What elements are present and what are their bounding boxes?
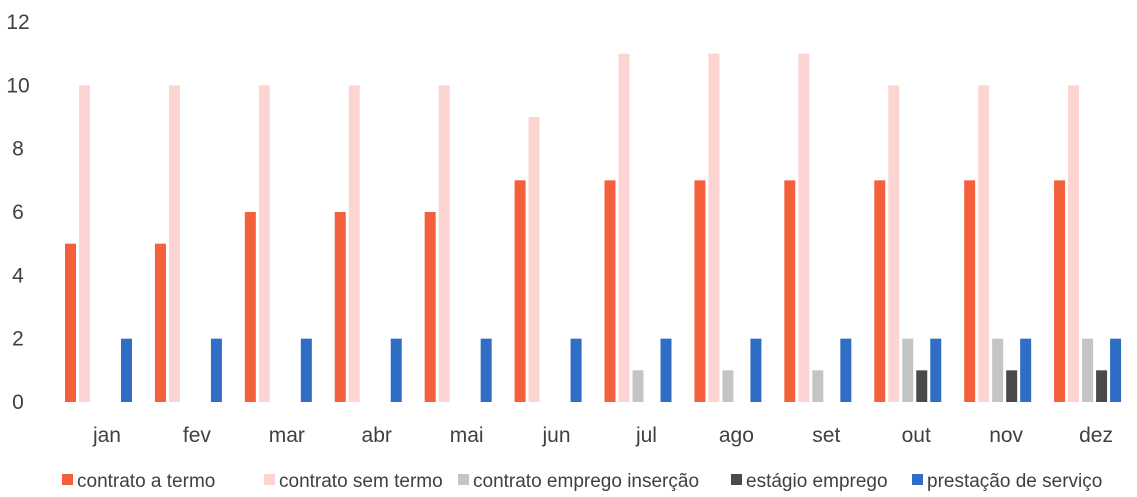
bar-dez-series-5 (1110, 338, 1122, 402)
bar-jun-series-1 (514, 180, 526, 402)
x-category-label: jun (542, 424, 571, 447)
bar-set-series-3 (812, 370, 824, 402)
bar-ago-series-3 (722, 370, 734, 402)
bar-dez-series-2 (1068, 85, 1080, 402)
bar-ago-series-2 (708, 53, 720, 403)
x-category-label: jan (92, 424, 121, 447)
bar-abr-series-5 (390, 338, 402, 402)
x-category-label: dez (1079, 424, 1113, 447)
bar-nov-series-4 (1006, 370, 1018, 402)
bar-abr-series-2 (348, 85, 360, 402)
bar-jan-series-2 (79, 85, 90, 402)
x-category-label: jul (635, 424, 657, 447)
x-category-label: ago (719, 424, 754, 447)
bar-jul-series-1 (604, 180, 616, 402)
legend-swatch (62, 474, 73, 485)
y-tick-label: 2 (12, 328, 24, 351)
bar-jan-series-1 (65, 243, 76, 402)
x-category-label: mar (269, 424, 305, 447)
bar-mar-series-2 (258, 85, 270, 402)
x-category-label: out (902, 424, 931, 447)
bars (65, 53, 1122, 403)
legend-swatch (731, 474, 742, 485)
bar-fev-series-1 (154, 243, 166, 402)
bar-fev-series-2 (168, 85, 180, 402)
bar-nov-series-3 (992, 338, 1004, 402)
bar-jul-series-2 (618, 53, 630, 403)
y-tick-label: 4 (12, 264, 24, 287)
bar-abr-series-1 (334, 212, 346, 402)
bar-jun-series-2 (528, 117, 540, 402)
bar-ago-series-5 (750, 338, 762, 402)
x-category-label: set (812, 424, 840, 447)
bar-out-series-3 (902, 338, 914, 402)
legend-swatch (912, 474, 923, 485)
bar-out-series-1 (874, 180, 886, 402)
legend: contrato a termo contrato sem termo contra… (62, 471, 1102, 492)
bar-dez-series-3 (1082, 338, 1094, 402)
bar-nov-series-1 (964, 180, 976, 402)
legend-label: contrato a termo (77, 471, 215, 492)
bar-mai-series-5 (480, 338, 492, 402)
y-axis: 0 2 4 6 8 10 12 (6, 11, 29, 414)
bar-set-series-2 (798, 53, 810, 403)
y-tick-label: 0 (12, 391, 24, 414)
bar-jan-series-5 (121, 338, 132, 402)
bar-nov-series-2 (978, 85, 990, 402)
x-category-label: abr (362, 424, 392, 447)
bar-dez-series-4 (1096, 370, 1108, 402)
bar-ago-series-1 (694, 180, 706, 402)
bar-jul-series-5 (660, 338, 672, 402)
legend-label: prestação de serviço (927, 471, 1102, 492)
legend-label: contrato emprego inserção (473, 471, 699, 492)
y-tick-label: 6 (12, 201, 24, 224)
bar-nov-series-5 (1020, 338, 1032, 402)
bar-mai-series-2 (438, 85, 450, 402)
x-category-label: fev (183, 424, 212, 447)
legend-swatch (264, 474, 275, 485)
bar-out-series-4 (916, 370, 928, 402)
bar-set-series-5 (840, 338, 852, 402)
bar-out-series-2 (888, 85, 900, 402)
bar-mar-series-5 (300, 338, 312, 402)
bar-dez-series-1 (1054, 180, 1066, 402)
bar-fev-series-5 (210, 338, 222, 402)
y-tick-label: 10 (6, 74, 29, 97)
x-category-label: nov (989, 424, 1023, 447)
x-axis: jan fev mar abr mai jun jul ago set out nov dez (92, 424, 1113, 447)
bar-jun-series-5 (570, 338, 582, 402)
bar-mar-series-1 (244, 212, 256, 402)
y-tick-label: 12 (6, 11, 29, 34)
bar-set-series-1 (784, 180, 796, 402)
legend-label: estágio emprego (746, 471, 888, 492)
legend-label: contrato sem termo (279, 471, 443, 492)
legend-swatch (458, 474, 469, 485)
bar-jul-series-3 (632, 370, 644, 402)
x-category-label: mai (450, 424, 484, 447)
bar-mai-series-1 (424, 212, 436, 402)
y-tick-label: 8 (12, 138, 24, 161)
bar-out-series-5 (930, 338, 942, 402)
